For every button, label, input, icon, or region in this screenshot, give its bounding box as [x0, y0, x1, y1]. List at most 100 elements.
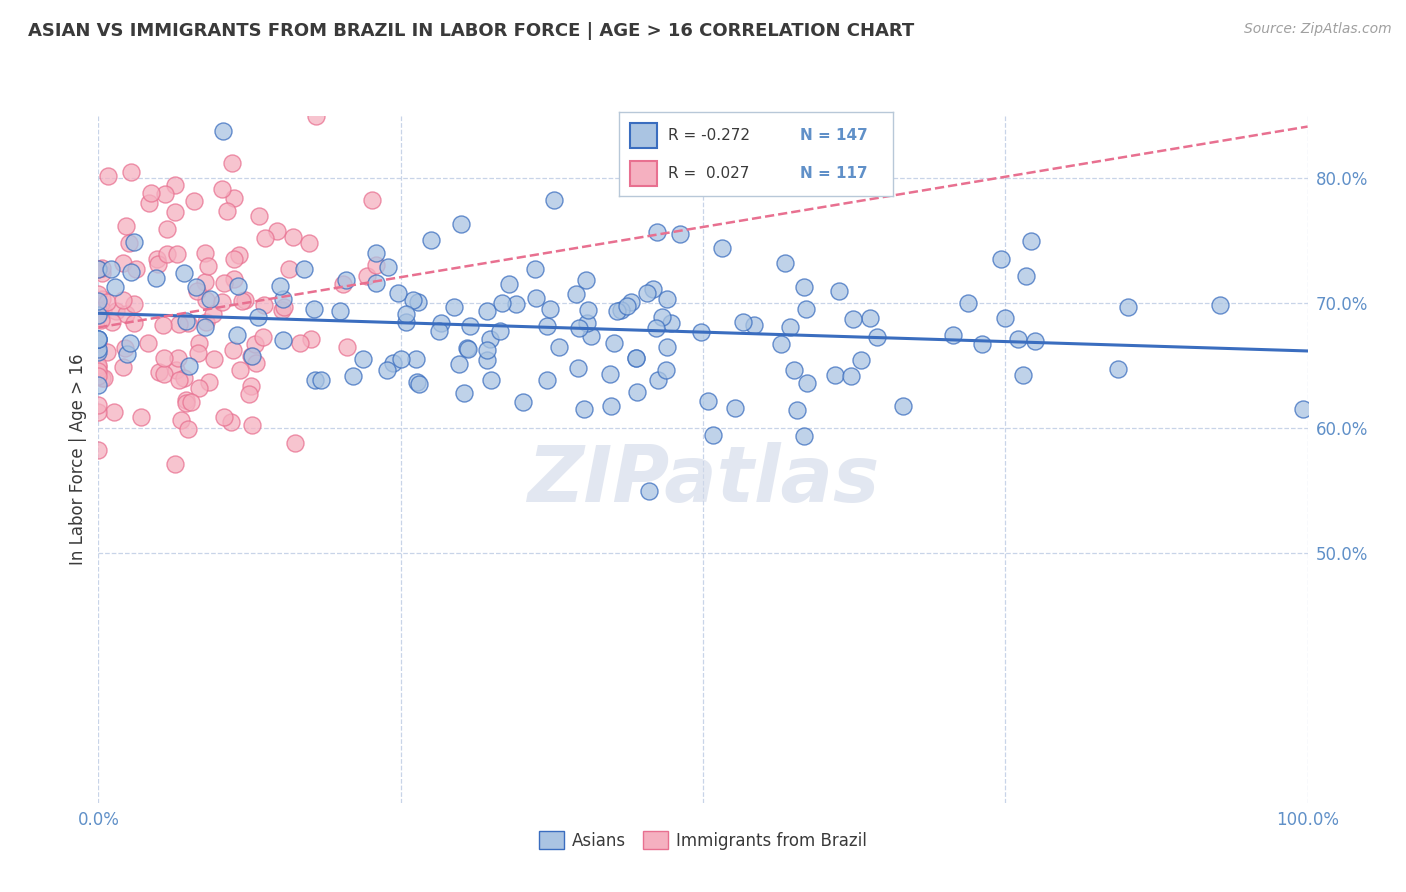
Point [195, 293, 218, 307]
Point [297, 235, 319, 250]
Point [481, 373, 503, 387]
Point [1107, 361, 1129, 376]
Point [576, 316, 599, 330]
Point [103, 405, 125, 419]
Point [475, 304, 498, 318]
Point [148, 365, 170, 379]
Point [773, 255, 796, 269]
Point [641, 282, 664, 296]
Point [186, 285, 208, 299]
Text: N = 117: N = 117 [800, 166, 868, 181]
Point [273, 300, 295, 314]
Point [505, 297, 527, 311]
Point [165, 178, 187, 193]
Point [1015, 268, 1038, 283]
Point [167, 317, 190, 331]
Point [247, 210, 270, 224]
Point [188, 336, 211, 351]
Point [419, 233, 441, 247]
Point [222, 272, 245, 286]
Point [87, 398, 110, 412]
Point [153, 351, 176, 366]
Point [655, 363, 678, 377]
Point [284, 436, 307, 450]
Point [395, 315, 418, 329]
Point [783, 362, 806, 376]
Point [197, 260, 219, 274]
Point [222, 343, 245, 358]
Point [243, 336, 266, 351]
Point [228, 363, 250, 377]
Point [336, 340, 359, 354]
Point [173, 371, 195, 385]
Point [225, 327, 247, 342]
Text: ZIPatlas: ZIPatlas [527, 442, 879, 518]
Point [136, 335, 159, 350]
Point [222, 252, 245, 266]
Point [456, 341, 478, 355]
Point [606, 303, 628, 318]
Point [87, 344, 110, 359]
Point [87, 335, 110, 350]
Point [770, 337, 793, 351]
Point [543, 193, 565, 207]
Point [212, 409, 235, 424]
Point [1007, 333, 1029, 347]
Point [224, 191, 246, 205]
Point [447, 358, 470, 372]
Point [177, 359, 200, 373]
Point [842, 312, 865, 326]
Point [1011, 368, 1033, 382]
Point [254, 231, 277, 245]
Point [538, 301, 561, 316]
Point [240, 417, 263, 432]
Point [364, 258, 387, 272]
Point [211, 182, 233, 196]
Point [1019, 234, 1042, 248]
Point [356, 268, 378, 283]
Point [87, 332, 110, 346]
Point [599, 367, 621, 381]
Point [304, 374, 326, 388]
Point [406, 294, 429, 309]
Point [402, 293, 425, 307]
Point [271, 333, 294, 347]
Point [626, 351, 648, 365]
Point [288, 335, 311, 350]
Point [239, 349, 262, 363]
Point [215, 203, 238, 218]
Point [91, 371, 114, 385]
Point [548, 340, 571, 354]
Point [824, 368, 846, 382]
Text: N = 147: N = 147 [800, 128, 868, 143]
Point [567, 360, 589, 375]
Point [115, 347, 138, 361]
Point [165, 205, 187, 219]
Point [238, 387, 260, 401]
Point [155, 187, 177, 202]
Point [866, 330, 889, 344]
Point [731, 315, 754, 329]
Point [174, 396, 197, 410]
Point [114, 341, 136, 355]
Legend: Asians, Immigrants from Brazil: Asians, Immigrants from Brazil [531, 825, 875, 856]
Point [183, 194, 205, 208]
Point [387, 286, 409, 301]
Point [91, 266, 114, 280]
Point [138, 196, 160, 211]
Point [430, 316, 453, 330]
Bar [630, 122, 657, 148]
Point [273, 292, 295, 306]
Point [194, 246, 217, 260]
Point [226, 279, 249, 293]
Text: R =  0.027: R = 0.027 [668, 166, 749, 181]
Point [90, 293, 112, 307]
Y-axis label: In Labor Force | Age > 16: In Labor Force | Age > 16 [69, 353, 87, 566]
Point [1116, 300, 1139, 314]
Point [87, 262, 110, 277]
Point [87, 293, 110, 308]
Point [990, 252, 1012, 267]
Point [302, 302, 325, 317]
Point [299, 333, 322, 347]
Point [221, 156, 243, 170]
